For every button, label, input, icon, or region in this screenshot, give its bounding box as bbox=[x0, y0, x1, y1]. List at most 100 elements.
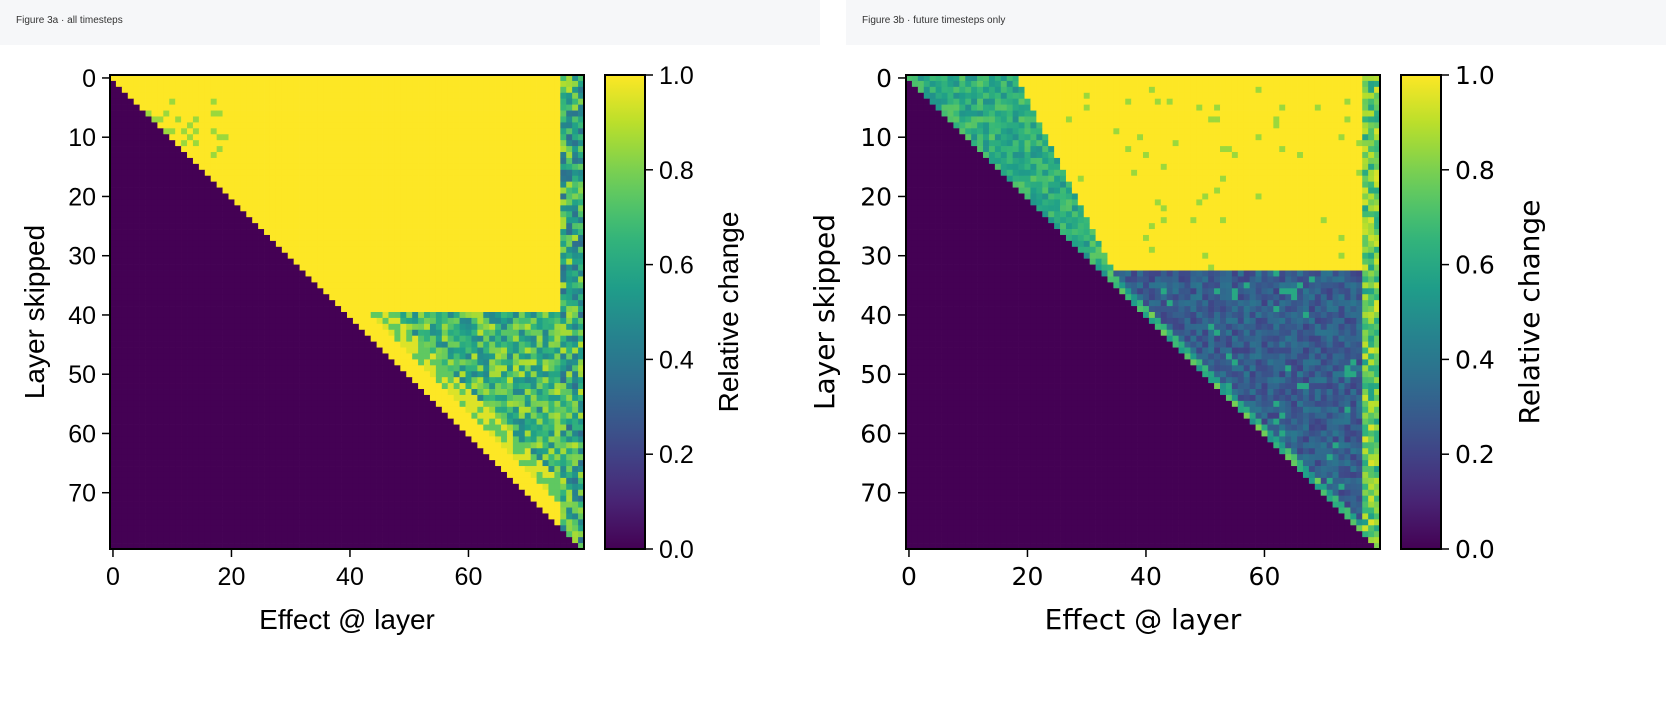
heatmap-cell bbox=[400, 134, 407, 141]
heatmap-cell bbox=[240, 264, 247, 271]
heatmap-cell bbox=[441, 359, 449, 366]
heatmap-cell bbox=[429, 383, 437, 390]
heatmap-cell bbox=[216, 317, 223, 325]
heatmap-cell bbox=[364, 430, 372, 437]
heatmap-cell bbox=[269, 329, 277, 337]
heatmap-cell bbox=[192, 312, 200, 319]
heatmap-cell bbox=[358, 436, 366, 443]
heatmap-cell bbox=[151, 424, 158, 431]
heatmap-cell bbox=[175, 104, 182, 111]
heatmap-cell bbox=[281, 175, 289, 182]
heatmap-cell bbox=[269, 86, 277, 94]
heatmap-cell bbox=[483, 424, 490, 431]
heatmap-cell bbox=[530, 300, 537, 307]
heatmap-cell bbox=[495, 140, 502, 147]
heatmap-cell bbox=[175, 169, 182, 177]
heatmap-cell bbox=[376, 175, 383, 182]
heatmap-cell bbox=[418, 240, 425, 248]
heatmap-cell bbox=[110, 394, 117, 402]
heatmap-cell bbox=[187, 394, 194, 402]
heatmap-cell bbox=[435, 430, 443, 437]
heatmap-cell bbox=[447, 122, 454, 129]
heatmap-cell bbox=[240, 134, 247, 141]
heatmap-cell bbox=[352, 312, 360, 319]
heatmap-cell bbox=[347, 276, 354, 283]
heatmap-cell bbox=[222, 175, 229, 182]
heatmap-cell bbox=[566, 217, 573, 224]
heatmap-cell bbox=[181, 412, 188, 419]
heatmap-cell bbox=[157, 353, 164, 360]
heatmap-cell bbox=[388, 98, 395, 105]
heatmap-cell bbox=[506, 418, 514, 425]
heatmap-cell bbox=[400, 234, 407, 242]
heatmap-cell bbox=[376, 377, 383, 384]
heatmap-cell bbox=[157, 75, 164, 82]
heatmap-cell bbox=[187, 240, 194, 248]
heatmap-cell bbox=[163, 258, 170, 265]
heatmap-cell bbox=[317, 193, 324, 200]
heatmap-cell bbox=[204, 294, 212, 301]
heatmap-cell bbox=[578, 394, 585, 402]
heatmap-cell bbox=[400, 323, 407, 331]
heatmap-cell bbox=[335, 430, 342, 437]
heatmap-cell bbox=[305, 240, 312, 248]
heatmap-cell bbox=[501, 282, 508, 289]
heatmap-cell bbox=[471, 252, 478, 260]
heatmap-cell bbox=[406, 175, 413, 182]
heatmap-cell bbox=[459, 252, 466, 260]
heatmap-cell bbox=[305, 157, 312, 165]
heatmap-cell bbox=[358, 80, 366, 88]
heatmap-cell bbox=[210, 205, 217, 212]
heatmap-cell bbox=[435, 412, 443, 419]
heatmap-cell bbox=[512, 294, 520, 301]
heatmap-cell bbox=[578, 312, 585, 319]
heatmap-cell bbox=[572, 240, 579, 248]
heatmap-cell bbox=[110, 134, 117, 141]
heatmap-cell bbox=[311, 187, 318, 194]
heatmap-cell bbox=[566, 80, 573, 88]
heatmap-cell bbox=[311, 152, 318, 159]
heatmap-cell bbox=[139, 240, 146, 248]
heatmap-cell bbox=[530, 75, 537, 82]
heatmap-cell bbox=[192, 217, 200, 224]
heatmap-cell bbox=[317, 134, 324, 141]
heatmap-cell bbox=[483, 240, 490, 248]
heatmap-cell bbox=[240, 234, 247, 242]
heatmap-cell bbox=[121, 217, 129, 224]
heatmap-cell bbox=[554, 246, 561, 254]
heatmap-cell bbox=[287, 329, 295, 337]
heatmap-cell bbox=[518, 152, 526, 159]
heatmap-cell bbox=[441, 169, 449, 177]
heatmap-cell bbox=[234, 394, 241, 402]
heatmap-cell bbox=[388, 169, 395, 177]
heatmap-cell bbox=[341, 406, 348, 414]
heatmap-cell bbox=[110, 424, 117, 431]
heatmap-cell bbox=[548, 217, 555, 224]
heatmap-cell bbox=[424, 110, 431, 117]
heatmap-cell bbox=[151, 282, 158, 289]
heatmap-cell bbox=[258, 288, 265, 295]
heatmap-cell bbox=[175, 412, 182, 419]
heatmap-cell bbox=[240, 312, 247, 319]
heatmap-cell bbox=[477, 341, 484, 348]
heatmap-cell bbox=[133, 211, 140, 218]
heatmap-cell bbox=[495, 175, 502, 182]
heatmap-cell bbox=[554, 436, 561, 443]
heatmap-cell bbox=[429, 246, 437, 254]
heatmap-cell bbox=[269, 312, 277, 319]
heatmap-cell bbox=[139, 157, 146, 165]
heatmap-cell bbox=[151, 199, 158, 206]
heatmap-cell bbox=[258, 341, 265, 348]
heatmap-cell bbox=[275, 146, 283, 153]
heatmap-cell bbox=[281, 406, 289, 414]
heatmap-cell bbox=[198, 163, 206, 171]
heatmap-cell bbox=[335, 193, 342, 200]
heatmap-cell bbox=[169, 258, 176, 265]
heatmap-cell bbox=[501, 157, 508, 165]
heatmap-cell bbox=[169, 163, 176, 171]
heatmap-cell bbox=[548, 406, 555, 414]
heatmap-cell bbox=[139, 383, 146, 390]
heatmap-cell bbox=[145, 436, 152, 443]
heatmap-cell bbox=[501, 264, 508, 271]
heatmap-cell bbox=[305, 128, 312, 135]
